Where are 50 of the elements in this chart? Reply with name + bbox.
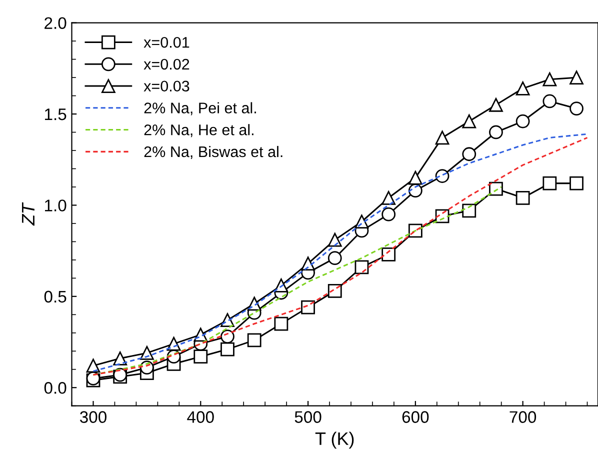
y-tick-label: 2.0 (44, 17, 66, 30)
y-tick-label: 1.5 (45, 108, 66, 120)
point (462, 114, 476, 128)
x-axis-title: T (K) (315, 432, 354, 449)
point (328, 251, 342, 266)
point (382, 190, 396, 205)
point (516, 82, 530, 96)
point (462, 204, 476, 218)
point (462, 147, 476, 162)
y-axis-title: ZT (22, 202, 34, 226)
point (489, 98, 503, 112)
legend-label: x=0.01 (144, 36, 190, 48)
point (408, 170, 422, 185)
legend-label: x=0.02 (144, 58, 190, 70)
point (328, 232, 342, 247)
x-tick-label: 400 (187, 411, 214, 423)
point (435, 130, 450, 145)
point (570, 102, 584, 116)
x-tick-label: 500 (294, 411, 322, 423)
point (570, 176, 584, 190)
legend-label: x=0.03 (144, 80, 190, 92)
point (570, 70, 584, 84)
point (382, 248, 396, 262)
y-tick-label: 0.0 (44, 382, 66, 394)
point (328, 284, 342, 298)
point (220, 330, 234, 344)
point (86, 358, 100, 373)
legend-label: 2% Na, He et al. (144, 124, 254, 138)
point (382, 207, 396, 222)
y-tick-label: 0.5 (44, 290, 66, 303)
point (194, 350, 208, 364)
point (220, 342, 234, 356)
point (354, 260, 369, 274)
y-tick-label: 1.0 (45, 200, 66, 212)
point (301, 300, 315, 314)
point (516, 190, 530, 205)
x-tick-label: 300 (80, 411, 106, 423)
point (542, 94, 557, 108)
legend-label: 2% Na, Pei et al. (144, 102, 256, 116)
point (489, 125, 503, 140)
point (113, 351, 128, 366)
point (247, 333, 262, 348)
point (274, 316, 288, 331)
point (489, 182, 503, 196)
x-tick-label: 600 (402, 411, 429, 423)
legend-label: 2% Na, Biswas et al. (144, 146, 282, 159)
point (516, 114, 530, 128)
point (542, 176, 557, 190)
point (542, 72, 557, 86)
x-tick-label: 700 (510, 411, 536, 423)
